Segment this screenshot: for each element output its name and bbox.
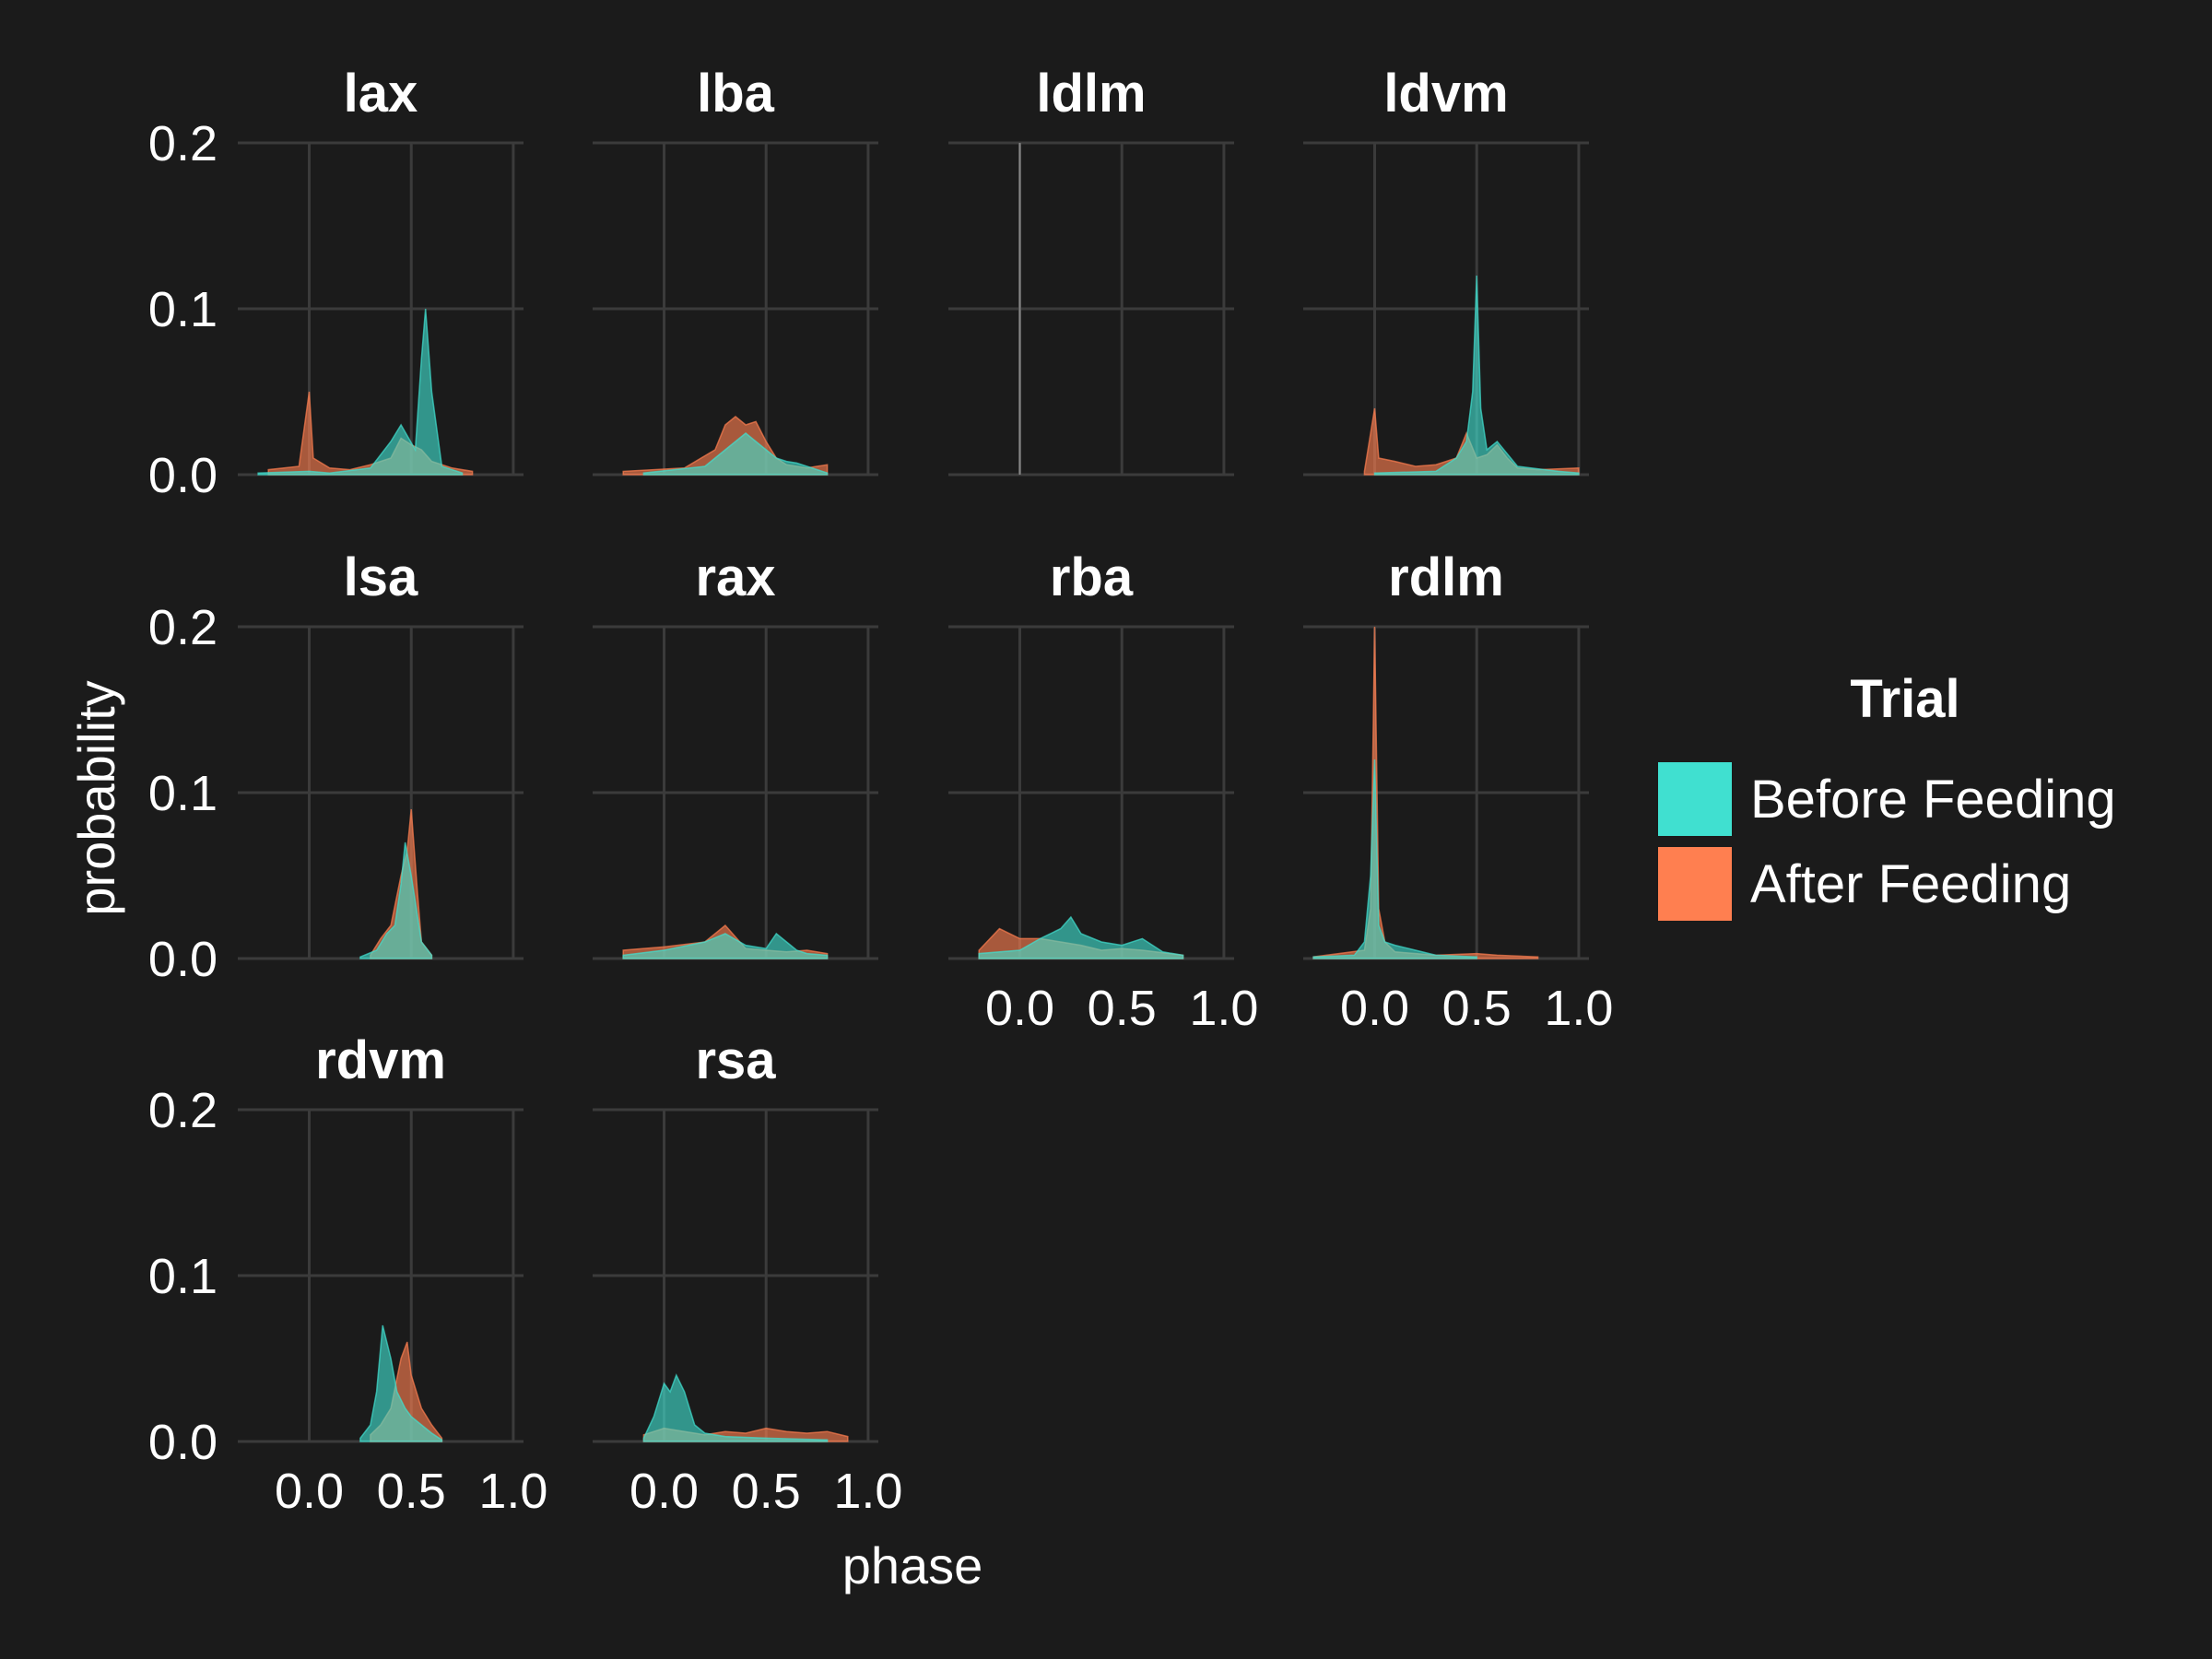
panel-title: rax xyxy=(695,547,775,607)
panel-ldlm: ldlm xyxy=(948,64,1234,477)
legend-title: Trial xyxy=(1850,669,1959,729)
panel-lba: lba xyxy=(593,64,878,477)
legend-item: Before Feeding xyxy=(1658,762,2116,836)
panel-title: ldvm xyxy=(1383,64,1508,124)
y-axis-title: probability xyxy=(67,680,125,915)
panel-title: lba xyxy=(697,64,775,124)
legend-items: Before Feeding After Feeding xyxy=(1658,762,2116,921)
legend-label: After Feeding xyxy=(1750,854,2071,914)
panel-rsa: rsa 0.0 0.5 1.0 xyxy=(593,1030,902,1519)
series-area-before-feeding xyxy=(1312,759,1477,959)
panel-rdlm: rdlm 0.0 0.5 1.0 xyxy=(1303,547,1613,1036)
x-tick-label: 1.0 xyxy=(1189,981,1258,1036)
y-tick-label: 0.0 xyxy=(148,932,218,987)
panel-rba: rba 0.0 0.5 1.0 xyxy=(948,547,1258,1036)
x-tick-label: 0.5 xyxy=(732,1464,801,1519)
y-tick-label: 0.0 xyxy=(148,1415,218,1470)
panel-rdvm: rdvm 0.0 0.1 0.2 0.0 0.5 1.0 xyxy=(148,1030,548,1519)
x-tick-label: 1.0 xyxy=(478,1464,547,1519)
y-tick-label: 0.1 xyxy=(148,766,218,821)
x-tick-label: 0.0 xyxy=(275,1464,344,1519)
panel-lsa: lsa 0.0 0.1 0.2 xyxy=(148,547,524,987)
panel-title: rdvm xyxy=(315,1030,446,1090)
series-area-before-feeding xyxy=(622,932,829,959)
x-tick-label: 0.5 xyxy=(377,1464,446,1519)
panel-title: rba xyxy=(1050,547,1134,607)
facet-panels: lax 0.0 0.1 0.2 lba ldlm ldvm lsa 0.0 0.1 0.2 rax rb… xyxy=(148,64,1614,1519)
panel-title: ldlm xyxy=(1036,64,1146,124)
panel-title: rsa xyxy=(695,1030,776,1090)
series-area-before-feeding xyxy=(359,841,433,959)
x-tick-label: 0.0 xyxy=(1340,981,1409,1036)
panel-title: rdlm xyxy=(1388,547,1504,607)
x-tick-label: 0.0 xyxy=(629,1464,699,1519)
legend-label: Before Feeding xyxy=(1750,770,2116,830)
y-tick-label: 0.1 xyxy=(148,1249,218,1304)
series-area-before-feeding xyxy=(642,432,829,476)
x-axis-title: phase xyxy=(842,1536,983,1594)
y-tick-label: 0.2 xyxy=(148,600,218,655)
x-tick-label: 0.5 xyxy=(1088,981,1157,1036)
legend-swatch xyxy=(1658,762,1732,836)
y-tick-label: 0.1 xyxy=(148,282,218,337)
panel-rax: rax xyxy=(593,547,878,960)
panel-title: lsa xyxy=(344,547,418,607)
y-tick-label: 0.2 xyxy=(148,1083,218,1138)
x-tick-label: 1.0 xyxy=(833,1464,902,1519)
x-tick-label: 1.0 xyxy=(1544,981,1613,1036)
series-area-before-feeding xyxy=(642,1373,829,1442)
legend-item: After Feeding xyxy=(1658,847,2071,921)
y-tick-label: 0.0 xyxy=(148,448,218,503)
panel-ldvm: ldvm xyxy=(1303,64,1589,477)
series-area-before-feeding xyxy=(978,915,1184,959)
y-tick-label: 0.2 xyxy=(148,116,218,171)
series-area-before-feeding xyxy=(257,308,464,476)
x-tick-label: 0.0 xyxy=(985,981,1054,1036)
legend: Trial Before Feeding After Feeding xyxy=(1658,669,2116,921)
x-tick-label: 0.5 xyxy=(1442,981,1512,1036)
panel-lax: lax 0.0 0.1 0.2 xyxy=(148,64,524,503)
series-area-before-feeding xyxy=(359,1324,443,1442)
series-area-before-feeding xyxy=(1373,275,1580,476)
legend-swatch xyxy=(1658,847,1732,921)
panel-title: lax xyxy=(344,64,418,124)
